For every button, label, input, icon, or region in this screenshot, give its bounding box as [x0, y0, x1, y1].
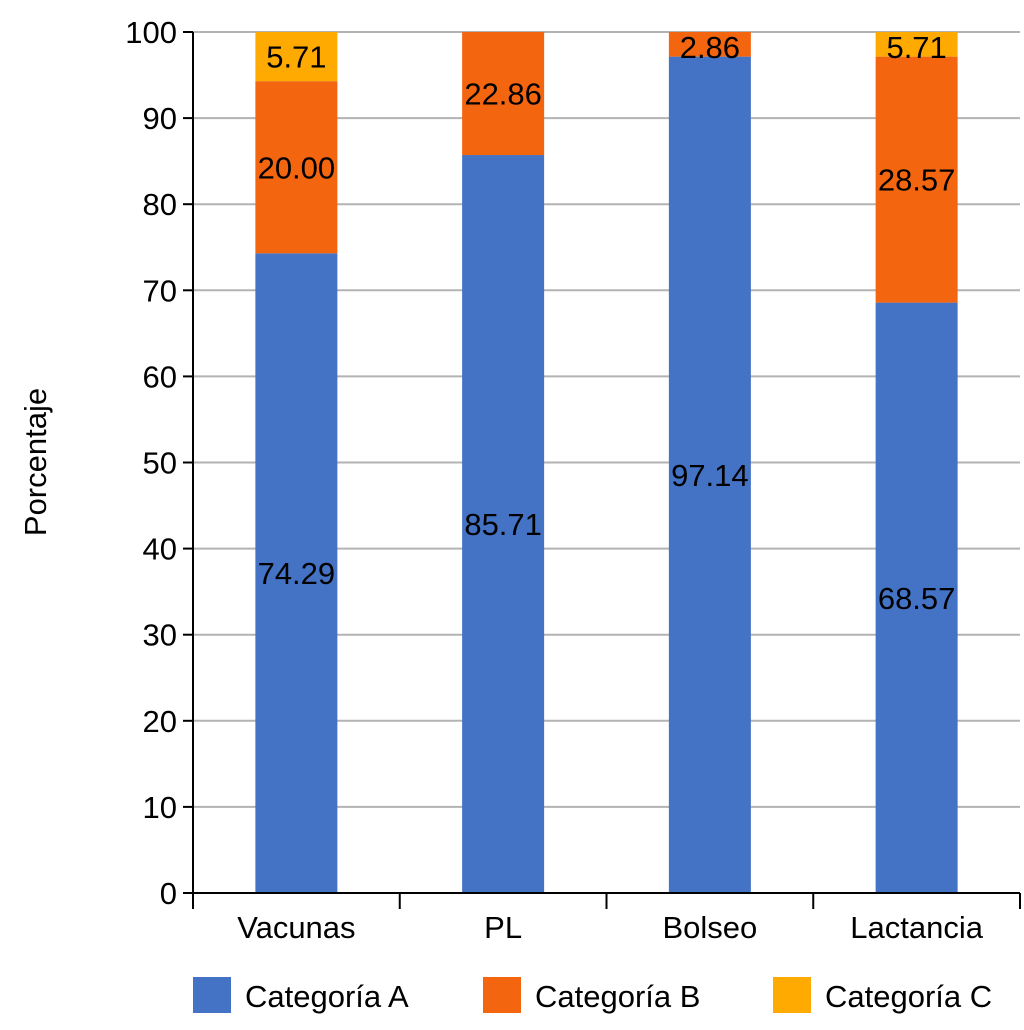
- legend-label: Categoría B: [535, 979, 700, 1014]
- x-tick-label: PL: [484, 910, 522, 945]
- x-tick-label: Bolseo: [662, 910, 757, 945]
- data-label: 97.14: [671, 458, 749, 493]
- legend-swatch: [483, 977, 521, 1013]
- legend-label: Categoría A: [245, 979, 409, 1014]
- data-labels: 74.29 20.00 5.71 85.71 22.86 97.14 2.86 68.57 28…: [258, 30, 956, 616]
- legend-swatch: [773, 977, 811, 1013]
- y-tick-label: 10: [143, 790, 177, 825]
- data-label: 68.57: [878, 581, 956, 616]
- y-tick-label: 30: [143, 618, 177, 653]
- data-label: 5.71: [886, 30, 946, 65]
- bar-segment: [255, 253, 338, 893]
- bar-segment: [875, 56, 958, 303]
- data-label: 85.71: [464, 507, 542, 542]
- y-tick-label: 40: [143, 532, 177, 567]
- bar-segment: [255, 81, 338, 254]
- data-label: 5.71: [266, 40, 326, 75]
- y-tick-label: 50: [143, 446, 177, 481]
- data-label: 22.86: [464, 77, 542, 112]
- axes: 0 10 20 30 40 50 60 70 80 90 100 Vacunas PL Bolseo Lac…: [125, 15, 1021, 945]
- x-tick-label: Vacunas: [237, 910, 355, 945]
- y-tick-label: 60: [143, 359, 177, 394]
- y-tick-label: 70: [143, 273, 177, 308]
- y-tick-label: 20: [143, 704, 177, 739]
- bars: [255, 32, 958, 894]
- bar-segment: [668, 56, 751, 894]
- data-label: 20.00: [258, 150, 336, 185]
- data-label: 28.57: [878, 163, 956, 198]
- legend-swatch: [193, 977, 231, 1013]
- bar-segment: [462, 32, 545, 156]
- y-tick-label: 100: [125, 15, 177, 50]
- y-tick-label: 0: [160, 876, 177, 911]
- y-tick-label: 80: [143, 187, 177, 222]
- bar-segment: [875, 302, 958, 893]
- data-label: 2.86: [680, 30, 740, 65]
- legend-label: Categoría C: [825, 979, 992, 1014]
- data-label: 74.29: [258, 556, 336, 591]
- y-axis-label: Porcentaje: [18, 388, 53, 536]
- legend: Categoría A Categoría B Categoría C: [193, 977, 992, 1014]
- bar-segment: [462, 155, 545, 894]
- bar-segment: [668, 32, 751, 57]
- x-tick-label: Lactancia: [850, 910, 983, 945]
- bar-segment: [255, 32, 338, 82]
- bar-segment: [875, 32, 958, 57]
- y-tick-label: 90: [143, 101, 177, 136]
